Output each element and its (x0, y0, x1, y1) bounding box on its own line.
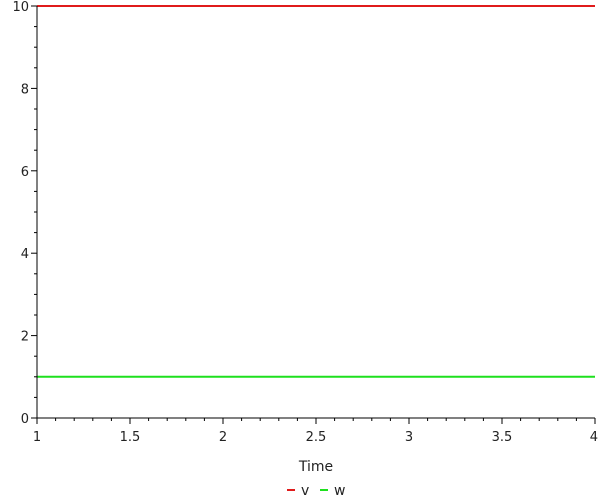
y-tick-label: 0 (21, 412, 29, 427)
x-tick-label: 4 (590, 430, 598, 445)
y-tick-label: 2 (21, 330, 29, 345)
x-tick-label: 1.5 (120, 430, 141, 445)
y-tick-label: 6 (21, 165, 29, 180)
y-tick-label: 4 (21, 247, 29, 262)
x-tick-label: 3.5 (492, 430, 513, 445)
x-tick-label: 2.5 (306, 430, 327, 445)
y-tick-label: 8 (21, 82, 29, 97)
series-lines (37, 5, 595, 378)
x-tick-label: 3 (405, 430, 413, 445)
x-tick-label: 1 (33, 430, 41, 445)
axes (36, 6, 595, 419)
legend-label-w: w (334, 483, 345, 499)
y-tick-label: 10 (12, 0, 29, 15)
x-tick-label: 2 (219, 430, 227, 445)
legend-label-v: v (301, 483, 309, 499)
y-axis-ticks: 0 2 4 6 8 10 (12, 0, 37, 427)
x-axis-ticks: 1 1.5 2 2.5 3 3.5 4 (33, 418, 598, 445)
x-axis-title: Time (298, 459, 333, 475)
